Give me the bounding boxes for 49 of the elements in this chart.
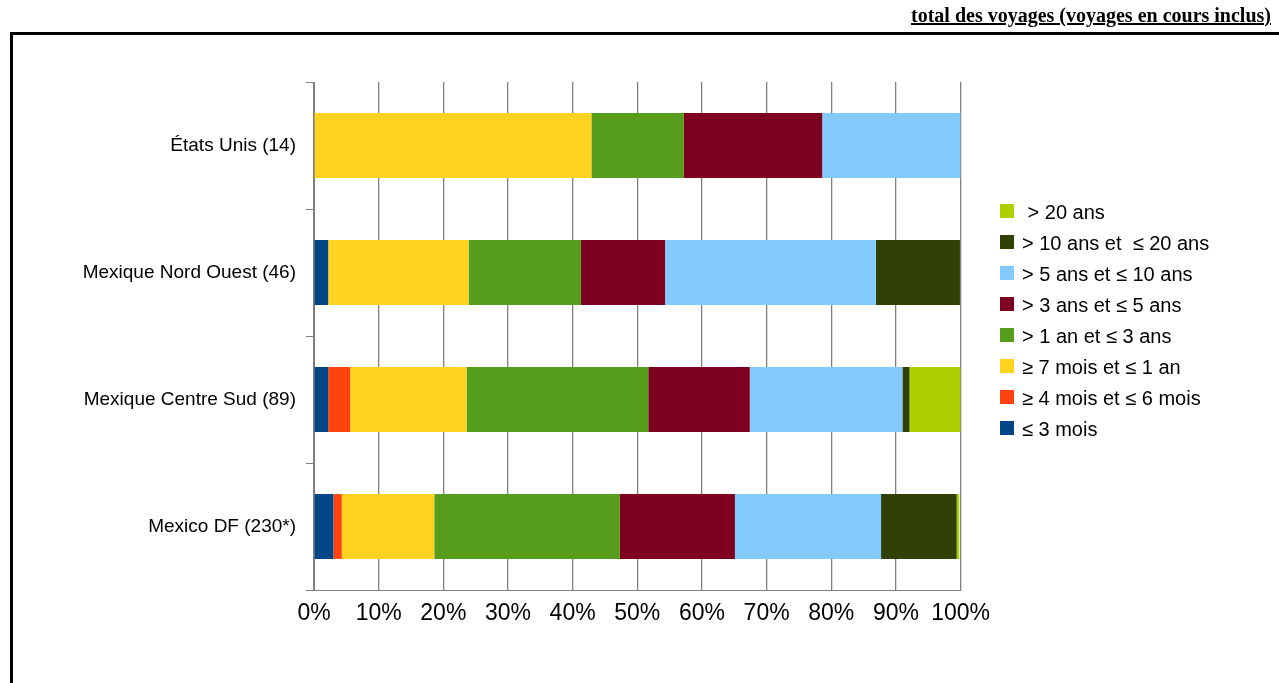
- x-tick-label: 0%: [297, 599, 331, 626]
- bar: [434, 494, 620, 559]
- bar: [466, 367, 649, 432]
- bar: [314, 240, 329, 305]
- x-tick-label: 100%: [931, 599, 990, 626]
- bar: [749, 367, 903, 432]
- legend-label: > 1 an et ≤ 3 ans: [1022, 324, 1172, 348]
- x-tick-label: 90%: [872, 599, 919, 626]
- bar: [875, 240, 960, 305]
- x-tick-label: 80%: [808, 599, 855, 626]
- bar: [350, 367, 467, 432]
- bar: [314, 113, 592, 178]
- bar: [468, 240, 582, 305]
- bar: [333, 494, 342, 559]
- bar: [619, 494, 735, 559]
- legend-label: > 3 ans et ≤ 5 ans: [1022, 293, 1182, 317]
- x-tick-label: 50%: [614, 599, 661, 626]
- bar: [881, 494, 957, 559]
- legend-label: ≥ 7 mois et ≤ 1 an: [1022, 355, 1181, 379]
- x-tick-label: 20%: [420, 599, 467, 626]
- legend-label: > 10 ans et ≤ 20 ans: [1022, 231, 1210, 255]
- bar: [341, 494, 435, 559]
- bar: [902, 367, 910, 432]
- bar: [328, 240, 469, 305]
- x-tick-label: 40%: [549, 599, 596, 626]
- legend-label: > 5 ans et ≤ 10 ans: [1022, 262, 1193, 286]
- bar: [909, 367, 961, 432]
- bar: [822, 113, 961, 178]
- legend-label: ≤ 3 mois: [1022, 417, 1098, 441]
- x-tick-label: 70%: [743, 599, 790, 626]
- y-tick-label: États Unis (14): [170, 133, 296, 155]
- bar: [314, 494, 334, 559]
- y-tick-label: Mexique Centre Sud (89): [83, 387, 296, 409]
- bar: [328, 367, 351, 432]
- bar: [314, 367, 329, 432]
- bar: [648, 367, 750, 432]
- bar: [581, 240, 666, 305]
- legend-label: > 20 ans: [1026, 200, 1105, 224]
- x-tick-label: 10%: [355, 599, 402, 626]
- bar: [665, 240, 876, 305]
- y-tick-label: Mexique Nord Ouest (46): [82, 260, 296, 282]
- bar: [683, 113, 823, 178]
- x-tick-label: 30%: [484, 599, 531, 626]
- bar: [591, 113, 684, 178]
- x-tick-label: 60%: [678, 599, 725, 626]
- y-tick-label: Mexico DF (230*): [148, 514, 296, 536]
- legend-label: ≥ 4 mois et ≤ 6 mois: [1022, 386, 1201, 410]
- bar: [734, 494, 882, 559]
- text: total des voyages (voyages en cours inclus): [911, 4, 1271, 27]
